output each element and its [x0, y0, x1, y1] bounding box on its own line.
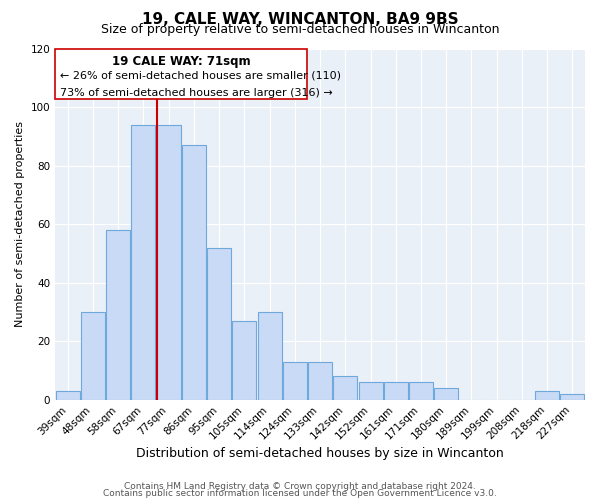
FancyBboxPatch shape [55, 49, 307, 98]
Bar [535, 391, 559, 400]
Text: 19, CALE WAY, WINCANTON, BA9 9BS: 19, CALE WAY, WINCANTON, BA9 9BS [142, 12, 458, 28]
X-axis label: Distribution of semi-detached houses by size in Wincanton: Distribution of semi-detached houses by … [136, 447, 504, 460]
Bar [359, 382, 383, 400]
Bar [409, 382, 433, 400]
Bar [182, 146, 206, 400]
Text: 19 CALE WAY: 71sqm: 19 CALE WAY: 71sqm [112, 55, 251, 68]
Text: Contains HM Land Registry data © Crown copyright and database right 2024.: Contains HM Land Registry data © Crown c… [124, 482, 476, 491]
Text: Size of property relative to semi-detached houses in Wincanton: Size of property relative to semi-detach… [101, 22, 499, 36]
Bar [308, 362, 332, 400]
Bar [283, 362, 307, 400]
Bar [560, 394, 584, 400]
Bar [334, 376, 357, 400]
Bar [232, 321, 256, 400]
Bar [56, 391, 80, 400]
Text: 73% of semi-detached houses are larger (316) →: 73% of semi-detached houses are larger (… [60, 88, 333, 98]
Bar [207, 248, 231, 400]
Bar [81, 312, 105, 400]
Bar [434, 388, 458, 400]
Bar [131, 125, 155, 400]
Bar [257, 312, 281, 400]
Bar [106, 230, 130, 400]
Y-axis label: Number of semi-detached properties: Number of semi-detached properties [15, 122, 25, 328]
Text: ← 26% of semi-detached houses are smaller (110): ← 26% of semi-detached houses are smalle… [60, 70, 341, 81]
Bar [384, 382, 408, 400]
Text: Contains public sector information licensed under the Open Government Licence v3: Contains public sector information licen… [103, 489, 497, 498]
Bar [157, 125, 181, 400]
